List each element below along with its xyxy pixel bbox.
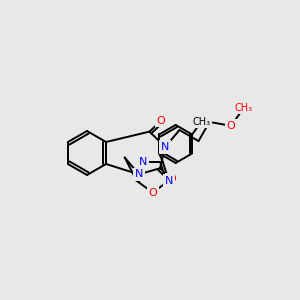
Text: N: N [165, 176, 173, 186]
Text: CH₃: CH₃ [193, 116, 211, 127]
Text: N: N [135, 169, 143, 179]
Text: CH₃: CH₃ [235, 103, 253, 113]
Text: O: O [167, 174, 176, 184]
Text: O: O [157, 116, 166, 126]
Text: N: N [161, 142, 170, 152]
Text: O: O [227, 121, 236, 131]
Text: O: O [148, 188, 157, 197]
Text: N: N [139, 157, 147, 167]
